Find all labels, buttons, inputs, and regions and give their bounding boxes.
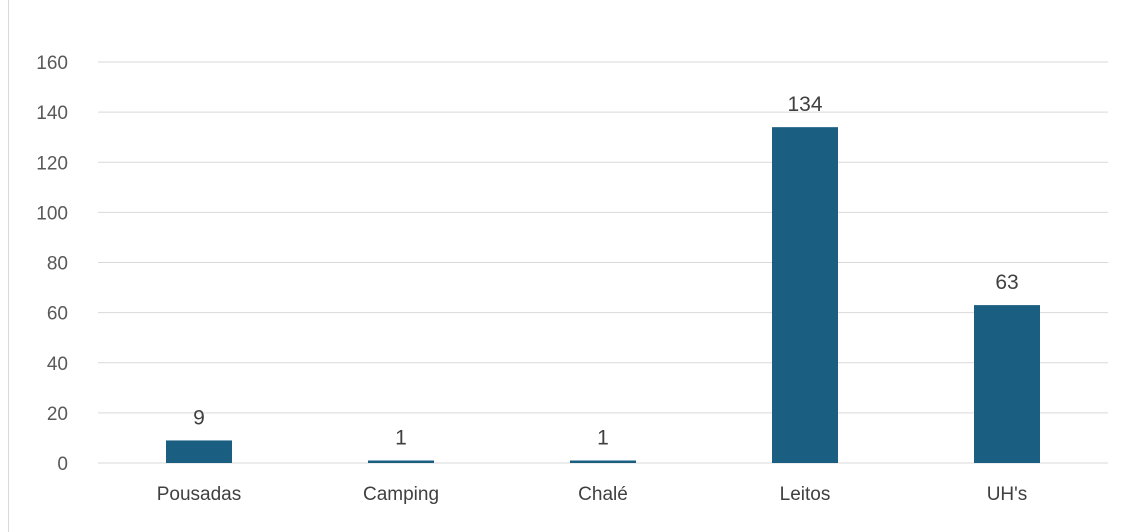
y-tick-label: 0: [57, 454, 68, 475]
y-tick-label: 60: [47, 304, 68, 325]
y-tick-label: 120: [36, 153, 68, 174]
y-tick-label: 140: [36, 103, 68, 124]
x-category-label: Pousadas: [157, 484, 242, 505]
data-label: 1: [395, 426, 407, 449]
data-label: 1: [597, 426, 609, 449]
bars: [166, 127, 1040, 463]
x-category-label: Leitos: [780, 484, 831, 505]
y-tick-label: 100: [36, 203, 68, 224]
y-tick-label: 160: [36, 53, 68, 74]
data-label: 9: [193, 406, 205, 429]
data-label: 134: [787, 93, 822, 116]
bar-uh-s: [974, 305, 1040, 463]
bar-pousadas: [166, 440, 232, 463]
bar-chal-: [570, 460, 636, 463]
bar-camping: [368, 460, 434, 463]
bar-leitos: [772, 127, 838, 463]
chart-left-border: [8, 0, 9, 532]
y-tick-label: 80: [47, 254, 68, 275]
x-category-label: Chalé: [578, 484, 628, 505]
x-axis-category-labels: Pousadas Camping Chalé Leitos UH's: [157, 484, 1028, 505]
y-tick-label: 20: [47, 404, 68, 425]
data-labels: 9 1 1 134 63: [193, 93, 1019, 449]
gridlines: [98, 61, 1108, 464]
y-tick-label: 40: [47, 354, 68, 375]
y-axis-tick-labels: 0 20 40 60 80 100 120 140 160: [36, 53, 68, 475]
x-category-label: Camping: [363, 484, 439, 505]
x-category-label: UH's: [987, 484, 1028, 505]
data-label: 63: [995, 271, 1018, 294]
